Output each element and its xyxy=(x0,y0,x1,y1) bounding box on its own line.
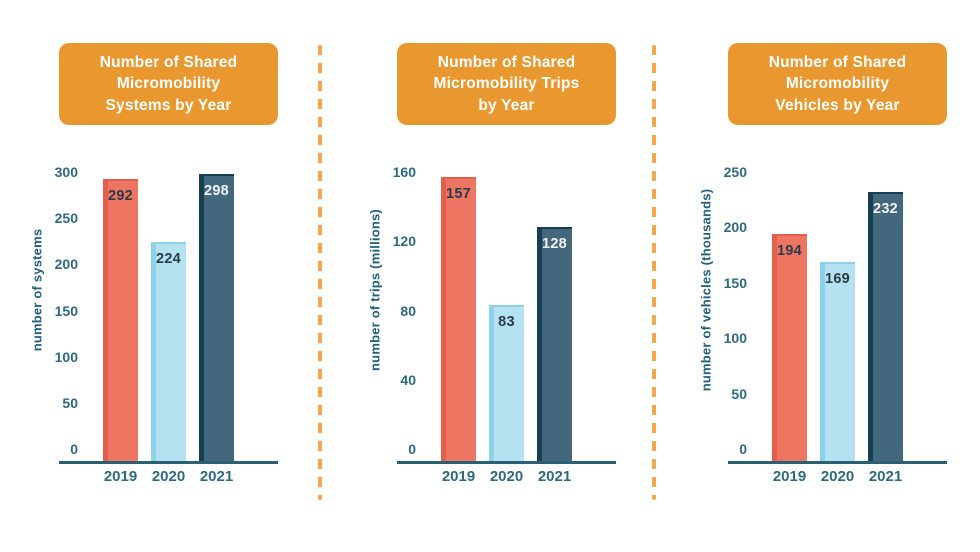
bar-value-label: 157 xyxy=(445,186,472,203)
y-tick-label: 120 xyxy=(392,233,416,250)
y-tick-label: 50 xyxy=(62,394,78,411)
x-tick-label-2021: 2021 xyxy=(199,468,234,485)
chart-title-line: by Year xyxy=(478,96,535,114)
chart-title-trips: Number of Shared Micromobility Trips by Ye… xyxy=(397,43,616,125)
chart-title-line: Systems by Year xyxy=(105,96,232,114)
bar-value-label: 169 xyxy=(824,270,851,287)
bar-2021: 128 xyxy=(537,227,572,461)
y-tick-label: 160 xyxy=(392,164,416,180)
bar-value-label: 224 xyxy=(155,251,182,268)
dashed-divider-1 xyxy=(318,45,322,500)
bar-left-stripe xyxy=(772,236,777,461)
x-tick-label-2021: 2021 xyxy=(537,468,572,485)
chart-panel-vehicles: Number of Shared Micromobility Vehicles by… xyxy=(689,0,949,552)
bar-value-label: 194 xyxy=(776,243,803,260)
x-axis-line xyxy=(59,461,278,464)
y-tick-label: 80 xyxy=(400,302,416,319)
bar-left-stripe xyxy=(489,307,494,461)
x-tick-label-2021: 2021 xyxy=(868,468,903,485)
x-tick-label-2019: 2019 xyxy=(772,468,807,485)
bar-2020: 83 xyxy=(489,305,524,461)
y-tick-label: 150 xyxy=(54,302,78,319)
y-tick-label: 0 xyxy=(739,441,747,457)
y-axis-title: number of systems xyxy=(29,228,45,352)
bar-left-stripe xyxy=(199,175,204,461)
x-tick-label-2019: 2019 xyxy=(103,468,138,485)
bar-2021: 232 xyxy=(868,191,903,461)
y-tick-label: 200 xyxy=(54,256,78,273)
x-tick-label-2020: 2020 xyxy=(151,468,186,485)
bar-chart-vehicles: number of vehicles (thousands) 0 50 100 150… xyxy=(689,0,949,552)
bar-2019: 292 xyxy=(103,179,138,461)
chart-title-line: Number of Shared xyxy=(768,53,907,71)
chart-title-line: Micromobility xyxy=(116,75,221,93)
bar-value-label: 83 xyxy=(498,314,515,331)
chart-title-line: Micromobility xyxy=(785,75,890,93)
bar-2021: 298 xyxy=(199,173,234,461)
chart-title-line: Micromobility Trips xyxy=(433,75,580,93)
chart-panel-systems: Number of Shared Micromobility Systems by … xyxy=(20,0,280,552)
y-tick-label: 100 xyxy=(723,330,747,347)
bar-chart-systems: number of systems 0 50 100 150 200 250 300 292 2… xyxy=(20,0,280,552)
chart-panel-trips: Number of Shared Micromobility Trips by Ye… xyxy=(358,0,618,552)
bar-left-stripe xyxy=(441,179,446,461)
y-tick-label: 200 xyxy=(723,219,747,236)
bar-value-label: 298 xyxy=(203,182,230,199)
bar-left-stripe xyxy=(537,229,542,461)
bar-left-stripe xyxy=(151,244,156,461)
bar-2019: 157 xyxy=(441,177,476,461)
bar-2020: 169 xyxy=(820,261,855,461)
dashed-divider-2 xyxy=(652,45,656,500)
chart-title-line: Vehicles by Year xyxy=(775,96,900,114)
bar-2020: 224 xyxy=(151,242,186,461)
y-tick-label: 250 xyxy=(54,210,78,227)
chart-title-line: Number of Shared xyxy=(99,53,238,71)
bar-value-label: 292 xyxy=(107,188,134,205)
y-tick-label: 100 xyxy=(54,348,78,365)
y-tick-label: 50 xyxy=(731,385,747,402)
bar-left-stripe xyxy=(820,263,825,461)
y-tick-label: 0 xyxy=(70,441,78,457)
bar-left-stripe xyxy=(103,181,108,461)
bar-value-label: 232 xyxy=(872,200,899,217)
bar-2019: 194 xyxy=(772,234,807,461)
x-tick-label-2020: 2020 xyxy=(820,468,855,485)
y-tick-label: 300 xyxy=(54,164,78,180)
chart-title-systems: Number of Shared Micromobility Systems by … xyxy=(59,43,278,125)
x-axis-line xyxy=(728,461,947,464)
x-tick-label-2019: 2019 xyxy=(441,468,476,485)
x-axis-line xyxy=(397,461,616,464)
y-tick-label: 150 xyxy=(723,274,747,291)
chart-title-vehicles: Number of Shared Micromobility Vehicles by… xyxy=(728,43,947,125)
x-tick-label-2020: 2020 xyxy=(489,468,524,485)
bar-value-label: 128 xyxy=(541,236,568,253)
chart-title-line: Number of Shared xyxy=(437,53,576,71)
y-tick-label: 250 xyxy=(723,164,747,180)
bar-chart-trips: number of trips (millions) 0 40 80 120 160 15… xyxy=(358,0,618,552)
y-tick-label: 0 xyxy=(408,441,416,457)
bar-left-stripe xyxy=(868,193,873,461)
y-tick-label: 40 xyxy=(400,371,416,388)
